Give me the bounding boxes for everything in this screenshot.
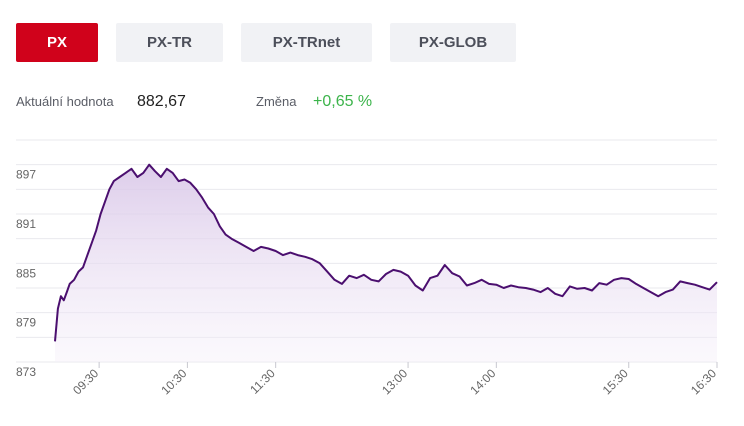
y-axis: 873 879 885 891 897: [16, 168, 36, 379]
x-tick-label: 13:00: [379, 366, 410, 397]
tab-px-glob[interactable]: PX-GLOB: [390, 23, 516, 62]
price-line: [54, 163, 718, 342]
current-value-label: Aktuální hodnota: [16, 94, 114, 109]
tab-px[interactable]: PX: [16, 23, 98, 62]
tab-px-tr[interactable]: PX-TR: [116, 23, 223, 62]
x-tick-label: 15:30: [600, 366, 631, 397]
y-tick-label: 891: [16, 217, 36, 231]
x-tick-label: 14:00: [467, 366, 498, 397]
x-tick-label: 16:30: [688, 366, 719, 397]
y-tick-label: 873: [16, 365, 36, 379]
y-tick-label: 879: [16, 316, 36, 330]
y-tick-label: 885: [16, 266, 36, 280]
tab-px-trnet[interactable]: PX-TRnet: [241, 23, 372, 62]
price-area: [55, 164, 717, 362]
x-tick-label: 10:30: [158, 366, 189, 397]
index-chart: 873 879 885 891 897 09:30 10:30 11:30 13:00 14:0…: [16, 139, 719, 397]
y-tick-label: 897: [16, 168, 36, 182]
change-label: Změna: [256, 94, 297, 109]
current-value: 882,67: [137, 93, 186, 110]
index-tabs: PX PX-TR PX-TRnet PX-GLOB: [16, 23, 516, 62]
x-axis: 09:30 10:30 11:30 13:00 14:00 15:30 16:30: [70, 362, 719, 397]
x-tick-label: 09:30: [70, 366, 101, 397]
x-tick-label: 11:30: [247, 366, 278, 397]
change-value: +0,65 %: [313, 93, 373, 110]
